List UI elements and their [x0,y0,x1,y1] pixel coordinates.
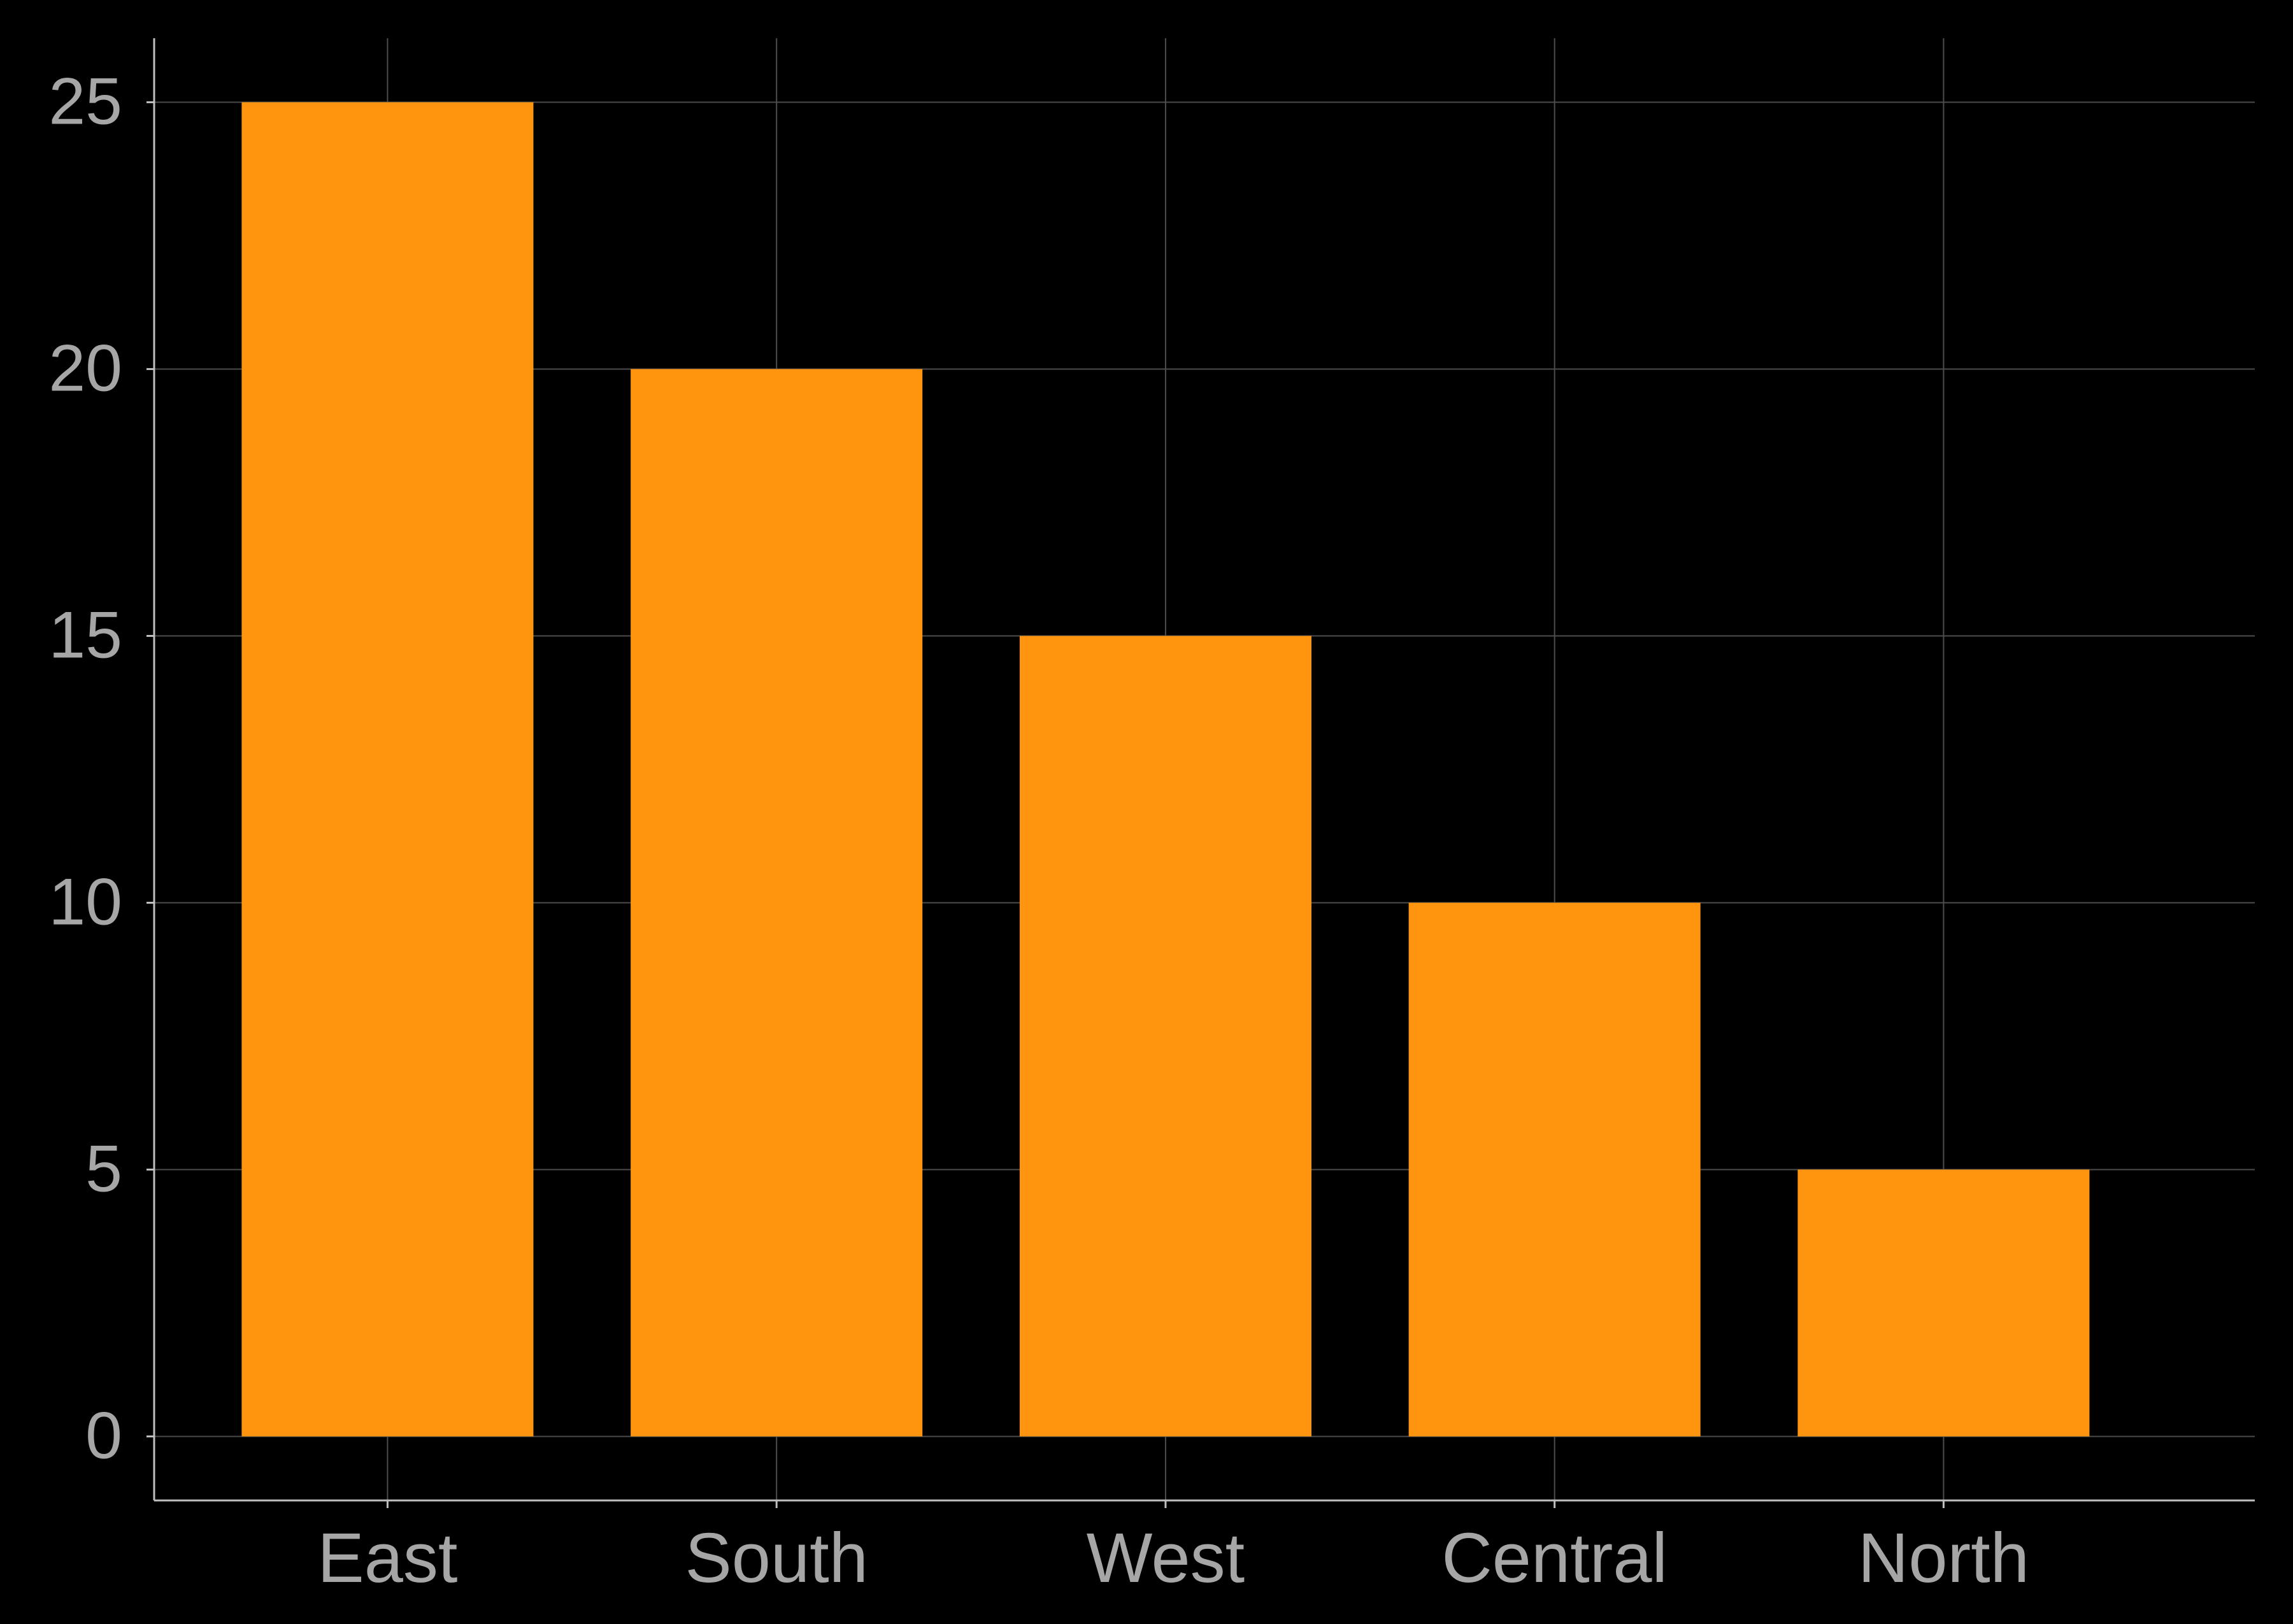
bar-north [1797,1169,2090,1437]
x-tick-label-west: West [1087,1519,1245,1597]
bar-west [1019,636,1311,1437]
x-tick-label-central: Central [1441,1519,1668,1597]
x-tick-label-east: East [317,1519,457,1597]
tick-labels: 0 5 10 15 20 25 East South West Central North [48,65,2029,1597]
y-tick-label-10: 10 [48,865,122,939]
bars [241,102,2090,1437]
x-tick-label-north: North [1858,1519,2029,1597]
y-tick-label-25: 25 [48,65,122,139]
axes [146,38,2255,1508]
y-tick-label-20: 20 [48,332,122,406]
bar-south [631,369,923,1437]
bar-east [241,102,534,1437]
y-tick-label-5: 5 [85,1132,122,1206]
y-tick-label-0: 0 [85,1399,122,1472]
bar-central [1408,902,1701,1437]
x-tick-label-south: South [685,1519,868,1597]
y-tick-label-15: 15 [48,599,122,673]
